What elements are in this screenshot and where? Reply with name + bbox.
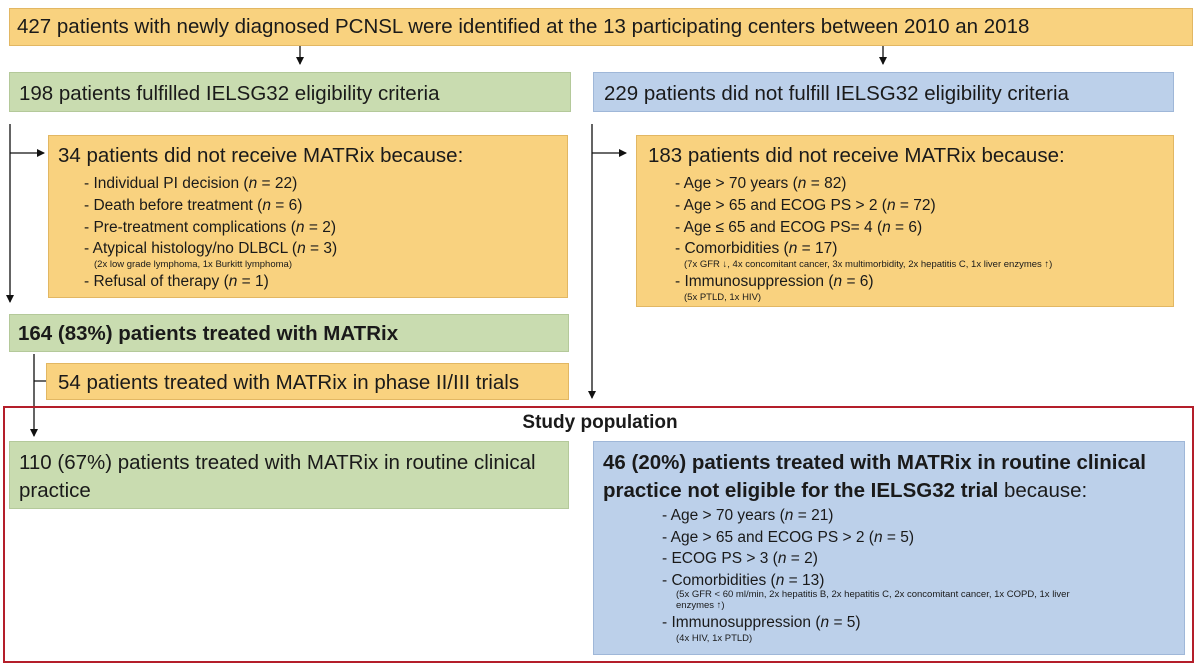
study-population-frame — [3, 406, 1194, 663]
treated-box — [9, 314, 569, 352]
list-item: - Age ≤ 65 and ECOG PS= 4 (n = 6) — [675, 219, 923, 236]
list-item-note: (5x PTLD, 1x HIV) — [684, 292, 762, 303]
list-item: - ECOG PS > 3 (n = 2) — [662, 550, 818, 567]
list-item: - Individual PI decision (n = 22) — [84, 175, 298, 192]
list-item: - Age > 65 and ECOG PS > 2 (n = 72) — [675, 197, 936, 214]
list-item-note: (4x HIV, 1x PTLD) — [676, 633, 753, 644]
list-item: - Pre-treatment complications (n = 2) — [84, 219, 336, 236]
routine-practice-line1: 110 (67%) patients treated with MATRix i… — [19, 451, 536, 474]
list-item: - Immunosuppression (n = 6) — [675, 273, 874, 290]
right-excluded-box — [636, 135, 1174, 307]
total-patients-box — [9, 8, 1193, 46]
left-excluded-title: 34 patients did not receive MATRix becau… — [58, 144, 464, 167]
routine-practice-line2: practice — [19, 479, 91, 502]
list-item-note: (2x low grade lymphoma, 1x Burkitt lymph… — [94, 259, 292, 270]
trials-box — [46, 363, 569, 400]
list-item: - Comorbidities (n = 13) — [662, 572, 825, 589]
list-item: - Refusal of therapy (n = 1) — [84, 273, 269, 290]
list-item-note: (7x GFR ↓, 4x concomitant cancer, 3x mul… — [684, 259, 1053, 270]
list-item-note: enzymes ↑) — [676, 600, 725, 611]
treated-text: 164 (83%) patients treated with MATRix — [18, 322, 399, 345]
total-patients-text: 427 patients with newly diagnosed PCNSL … — [17, 15, 1030, 38]
non-eligible-routine-line1: 46 (20%) patients treated with MATRix in… — [603, 451, 1146, 474]
routine-practice-box — [9, 441, 569, 509]
list-item: - Atypical histology/no DLBCL (n = 3) — [84, 240, 338, 257]
not-eligible-box — [593, 72, 1174, 112]
eligible-box — [9, 72, 571, 112]
list-item-note: (5x GFR < 60 ml/min, 2x hepatitis B, 2x … — [676, 589, 1070, 600]
not-eligible-text: 229 patients did not fulfill IELSG32 eli… — [604, 82, 1069, 105]
list-item: - Age > 70 years (n = 21) — [662, 507, 834, 524]
right-excluded-title: 183 patients did not receive MATRix beca… — [648, 144, 1065, 167]
trials-text: 54 patients treated with MATRix in phase… — [58, 371, 520, 394]
list-item: - Comorbidities (n = 17) — [675, 240, 838, 257]
list-item: - Age > 65 and ECOG PS > 2 (n = 5) — [662, 529, 915, 546]
study-population-title: Study population — [522, 412, 678, 433]
non-eligible-routine-box — [593, 441, 1185, 655]
list-item: - Immunosuppression (n = 5) — [662, 614, 861, 631]
list-item: - Death before treatment (n = 6) — [84, 197, 303, 214]
left-excluded-box — [48, 135, 568, 298]
list-item: - Age > 70 years (n = 82) — [675, 175, 847, 192]
eligible-text: 198 patients fulfilled IELSG32 eligibili… — [19, 82, 440, 105]
non-eligible-routine-line2: practice not eligible for the IELSG32 tr… — [603, 479, 1088, 502]
